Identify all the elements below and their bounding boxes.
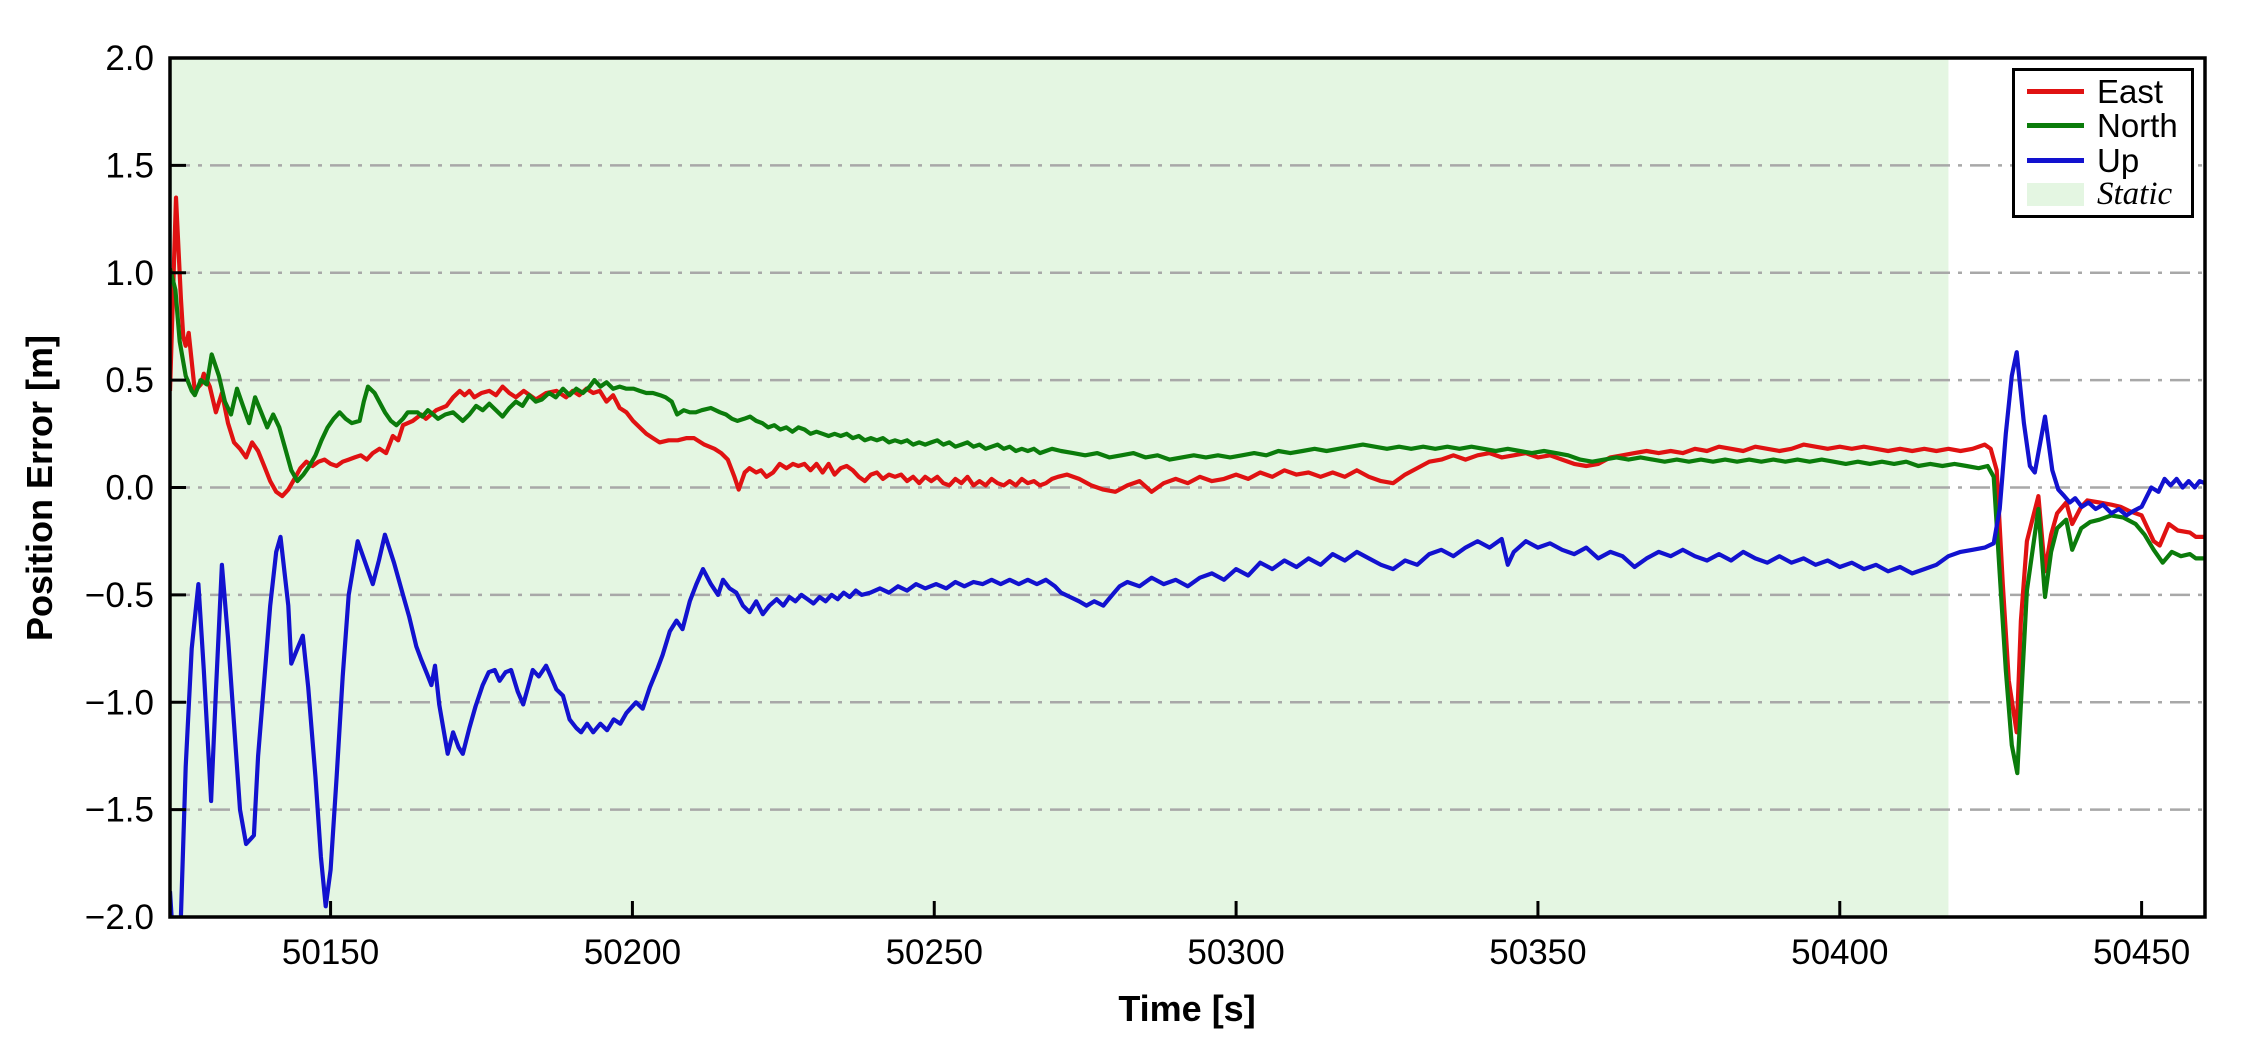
y-tick-label: −1.5 [85, 791, 154, 830]
y-tick-label: 0.5 [105, 361, 154, 400]
y-tick-label: 2.0 [105, 39, 154, 78]
y-tick-label: −0.5 [85, 576, 154, 615]
x-tick-label: 50450 [2093, 933, 2190, 972]
y-tick-label: −2.0 [85, 898, 154, 937]
legend-swatch-east [2027, 88, 2084, 94]
legend-item-east: East [2027, 75, 2191, 108]
legend: East North Up Static [2012, 68, 2194, 218]
x-tick-label: 50150 [282, 933, 379, 972]
legend-label-east: East [2097, 72, 2164, 110]
legend-label-static: Static [2097, 176, 2173, 213]
series-east-line [170, 195, 2205, 735]
legend-item-up: Up [2027, 144, 2191, 177]
y-tick-label: 0.0 [105, 469, 154, 508]
x-tick-label: 50250 [886, 933, 983, 972]
x-axis-label: Time [s] [1118, 988, 1256, 1029]
series-north-line [170, 267, 2205, 776]
legend-swatch-north [2027, 123, 2084, 129]
legend-label-up: Up [2097, 141, 2140, 179]
x-tick-label: 50400 [1791, 933, 1888, 972]
series-up-line [170, 350, 2205, 917]
x-tick-label: 50200 [584, 933, 681, 972]
y-axis-label: Position Error [m] [19, 334, 60, 642]
legend-item-static: Static [2027, 178, 2191, 211]
y-tick-label: −1.0 [85, 683, 154, 722]
legend-label-north: North [2097, 107, 2178, 145]
x-tick-label: 50300 [1187, 933, 1284, 972]
legend-swatch-up [2027, 157, 2084, 163]
x-tick-label: 50350 [1489, 933, 1586, 972]
y-tick-label: 1.0 [105, 254, 154, 293]
legend-item-north: North [2027, 109, 2191, 142]
legend-swatch-static [2027, 183, 2084, 207]
y-tick-label: 1.5 [105, 146, 154, 185]
